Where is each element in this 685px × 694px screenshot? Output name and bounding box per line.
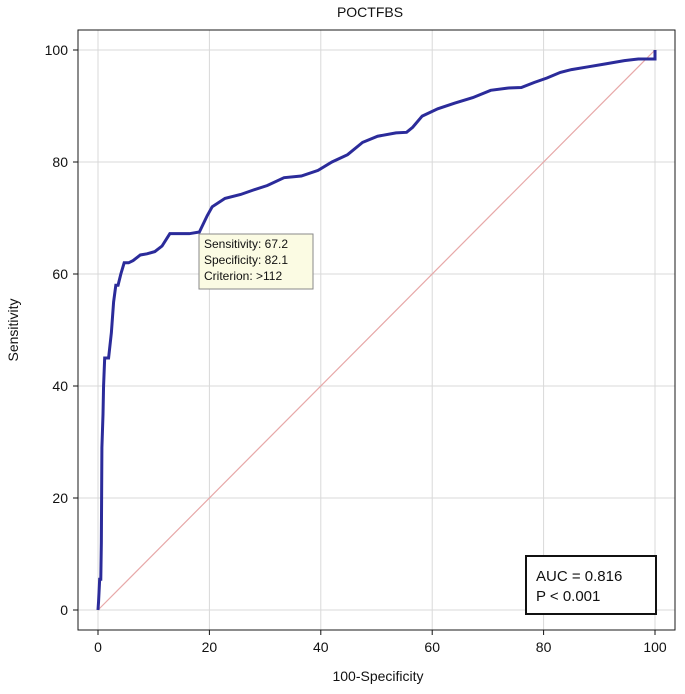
auc-text: AUC = 0.816 bbox=[536, 568, 622, 585]
y-tick-label: 40 bbox=[52, 378, 68, 394]
y-tick-label: 0 bbox=[60, 602, 68, 618]
grid bbox=[78, 30, 675, 630]
x-axis-label: 100-Specificity bbox=[332, 668, 423, 684]
chart-title: POCTFBS bbox=[337, 4, 403, 20]
x-tick-label: 100 bbox=[643, 639, 667, 655]
reference-line bbox=[97, 49, 656, 611]
y-tick-label: 60 bbox=[52, 266, 68, 282]
plot-frame bbox=[77, 29, 676, 631]
p-value-text: P < 0.001 bbox=[536, 588, 600, 605]
callout-specificity: Specificity: 82.1 bbox=[204, 253, 288, 267]
callout-criterion: Criterion: >112 bbox=[204, 269, 282, 283]
stats-box-frame bbox=[525, 555, 657, 615]
y-tick-label: 80 bbox=[52, 154, 68, 170]
stats-box: AUC = 0.816 P < 0.001 bbox=[525, 555, 657, 615]
callout-box bbox=[198, 233, 314, 290]
y-axis-label: Sensitivity bbox=[5, 298, 21, 361]
y-axis: 0 20 40 60 80 100 bbox=[45, 42, 78, 618]
x-axis: 0 20 40 60 80 100 bbox=[94, 630, 667, 655]
x-tick-label: 0 bbox=[94, 639, 102, 655]
x-tick-label: 20 bbox=[202, 639, 218, 655]
x-tick-label: 80 bbox=[536, 639, 552, 655]
y-tick-label: 100 bbox=[45, 42, 69, 58]
roc-curve-line bbox=[96, 50, 657, 611]
callout-sensitivity: Sensitivity: 67.2 bbox=[204, 237, 288, 251]
x-tick-label: 40 bbox=[313, 639, 329, 655]
criterion-callout: Sensitivity: 67.2 Specificity: 82.1 Crit… bbox=[198, 233, 314, 290]
y-tick-label: 20 bbox=[52, 490, 68, 506]
roc-curve bbox=[96, 50, 657, 611]
reference-diagonal bbox=[97, 49, 656, 611]
x-tick-label: 60 bbox=[424, 639, 440, 655]
